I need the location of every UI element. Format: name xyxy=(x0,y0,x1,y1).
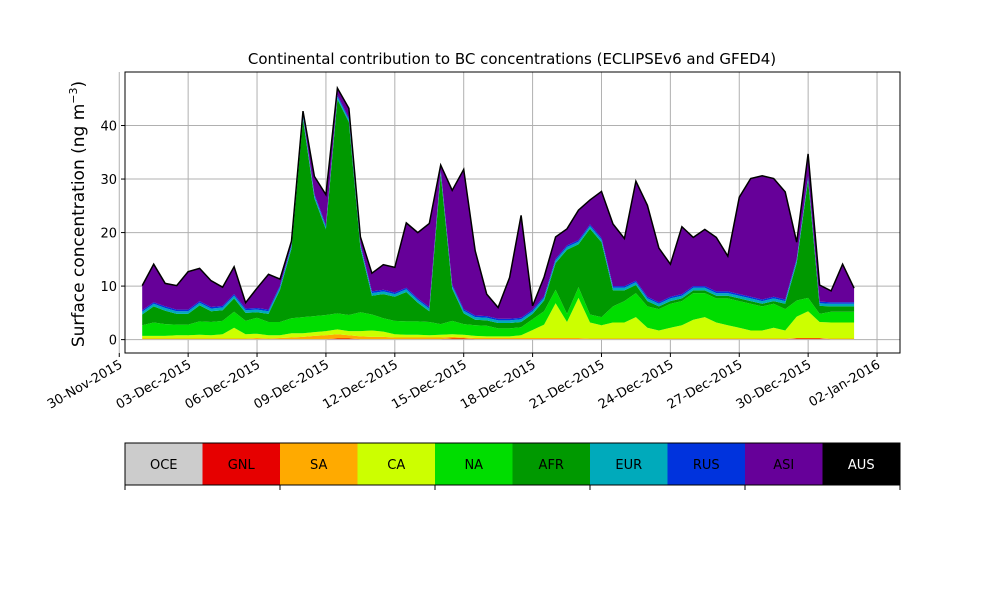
y-tick-label: 30 xyxy=(100,173,117,188)
legend-label-eur: EUR xyxy=(615,458,642,473)
legend-label-sa: SA xyxy=(310,458,327,473)
legend-label-rus: RUS xyxy=(693,458,720,473)
x-tick-label: 24-Dec-2015 xyxy=(596,357,676,412)
x-tick-label: 27-Dec-2015 xyxy=(665,357,745,412)
legend-label-asi: ASI xyxy=(773,458,794,473)
y-axis-label-exponent: −3 xyxy=(67,87,80,103)
total-outline xyxy=(141,85,855,309)
legend-swatch-afr xyxy=(512,443,590,485)
x-tick-label: 15-Dec-2015 xyxy=(389,357,469,412)
legend-swatch-rus xyxy=(667,443,745,485)
legend-frame xyxy=(124,442,901,486)
x-tick-label: 03-Dec-2015 xyxy=(114,357,194,412)
legend-swatch-aus xyxy=(822,443,900,485)
legend-label-oce: OCE xyxy=(150,458,178,473)
y-axis-label-close: ) xyxy=(69,81,89,88)
area-asi xyxy=(142,88,855,319)
x-tick-label: 30-Nov-2015 xyxy=(45,357,125,412)
y-tick-label: 10 xyxy=(100,280,117,295)
legend-swatch-sa xyxy=(280,443,358,485)
legend-label-ca: CA xyxy=(387,458,405,473)
y-tick-label: 0 xyxy=(109,334,117,349)
legend-label-aus: AUS xyxy=(848,458,875,473)
area-sa xyxy=(142,334,855,340)
area-oce xyxy=(142,339,855,340)
x-tick-label: 06-Dec-2015 xyxy=(183,357,263,412)
y-tick-label: 20 xyxy=(100,227,117,242)
y-tick-label: 40 xyxy=(100,120,117,135)
legend-label-gnl: GNL xyxy=(228,458,256,473)
area-ca xyxy=(142,297,855,339)
x-tick-label: 09-Dec-2015 xyxy=(252,357,332,412)
x-tick-label: 02-Jan-2016 xyxy=(806,357,883,410)
legend-swatch-ca xyxy=(357,443,435,485)
area-na xyxy=(142,287,855,337)
x-tick-label: 18-Dec-2015 xyxy=(458,357,538,412)
legend-label-na: NA xyxy=(464,458,483,473)
legend-swatch-asi xyxy=(745,443,823,485)
x-tick-label: 21-Dec-2015 xyxy=(527,357,607,412)
legend-colorbar: OCE GNL SA CA NA AFR EUR RUS ASI AUS xyxy=(124,442,901,490)
area-afr xyxy=(142,99,855,329)
y-axis-label: Surface concentration (ng m−3) xyxy=(67,81,89,347)
y-axis-label-main: Surface concentration (ng m xyxy=(69,104,89,347)
axes-frame xyxy=(124,71,901,354)
chart-title: Continental contribution to BC concentra… xyxy=(248,50,776,68)
legend-swatch-eur xyxy=(590,443,668,485)
plot-area: 30-Nov-201503-Dec-201506-Dec-201509-Dec-… xyxy=(45,71,901,413)
series-areas xyxy=(141,85,855,340)
x-tick-label: 30-Dec-2015 xyxy=(734,357,814,412)
legend-swatch-gnl xyxy=(202,443,280,485)
legend-swatch-na xyxy=(435,443,513,485)
x-tick-label: 12-Dec-2015 xyxy=(320,357,400,412)
legend-label-afr: AFR xyxy=(539,458,564,473)
legend-swatch-oce xyxy=(125,443,203,485)
